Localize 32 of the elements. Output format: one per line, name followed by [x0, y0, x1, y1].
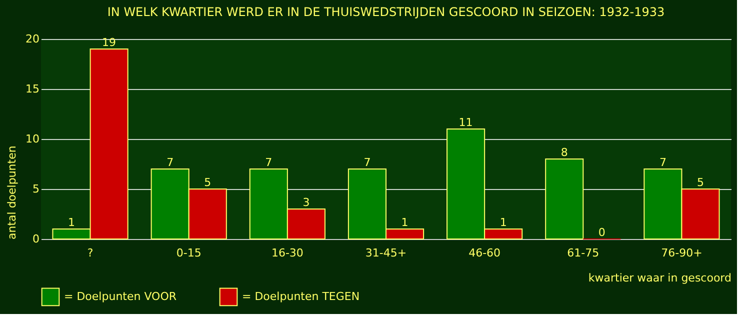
y-tick-label: 10 — [26, 132, 40, 146]
data-label: 7 — [265, 156, 272, 169]
y-tick-label: 0 — [32, 232, 40, 246]
data-label: 5 — [204, 176, 212, 189]
x-tick-label: 61-75 — [567, 246, 600, 260]
x-tick-label: 31-45+ — [365, 246, 407, 260]
data-label: 19 — [102, 36, 116, 49]
data-label: 5 — [696, 176, 704, 189]
data-label: 0 — [598, 226, 606, 239]
data-label: 1 — [401, 216, 408, 229]
data-label: 1 — [68, 216, 76, 229]
x-tick-label: 0-15 — [176, 246, 202, 260]
legend-label: = Doelpunten VOOR — [64, 290, 177, 303]
data-label: 11 — [458, 116, 473, 129]
y-tick-label: 5 — [32, 182, 40, 196]
bar — [545, 158, 584, 240]
x-tick-label: 76-90+ — [661, 246, 702, 260]
x-tick-label: 16-30 — [271, 246, 304, 260]
x-tick-label: ? — [87, 246, 94, 260]
y-tick-label: 20 — [26, 32, 40, 46]
x-axis-title: kwartier waar in gescoord — [588, 272, 732, 284]
data-label: 1 — [500, 216, 507, 229]
data-label: 7 — [659, 156, 666, 169]
data-label: 7 — [364, 156, 371, 169]
chart-title: IN WELK KWARTIER WERD ER IN DE THUISWEDSTRIJDEN GESCOORD IN SEIZOEN: 1932-1933 — [107, 5, 665, 19]
y-tick-label: 15 — [26, 82, 40, 96]
data-label: 7 — [166, 156, 174, 169]
x-tick-label: 46-60 — [468, 246, 501, 260]
legend-label: = Doelpunten TEGEN — [242, 290, 360, 303]
data-label: 3 — [302, 196, 310, 209]
y-axis-title: antal doelpunten — [6, 146, 19, 240]
data-label: 8 — [560, 146, 568, 159]
